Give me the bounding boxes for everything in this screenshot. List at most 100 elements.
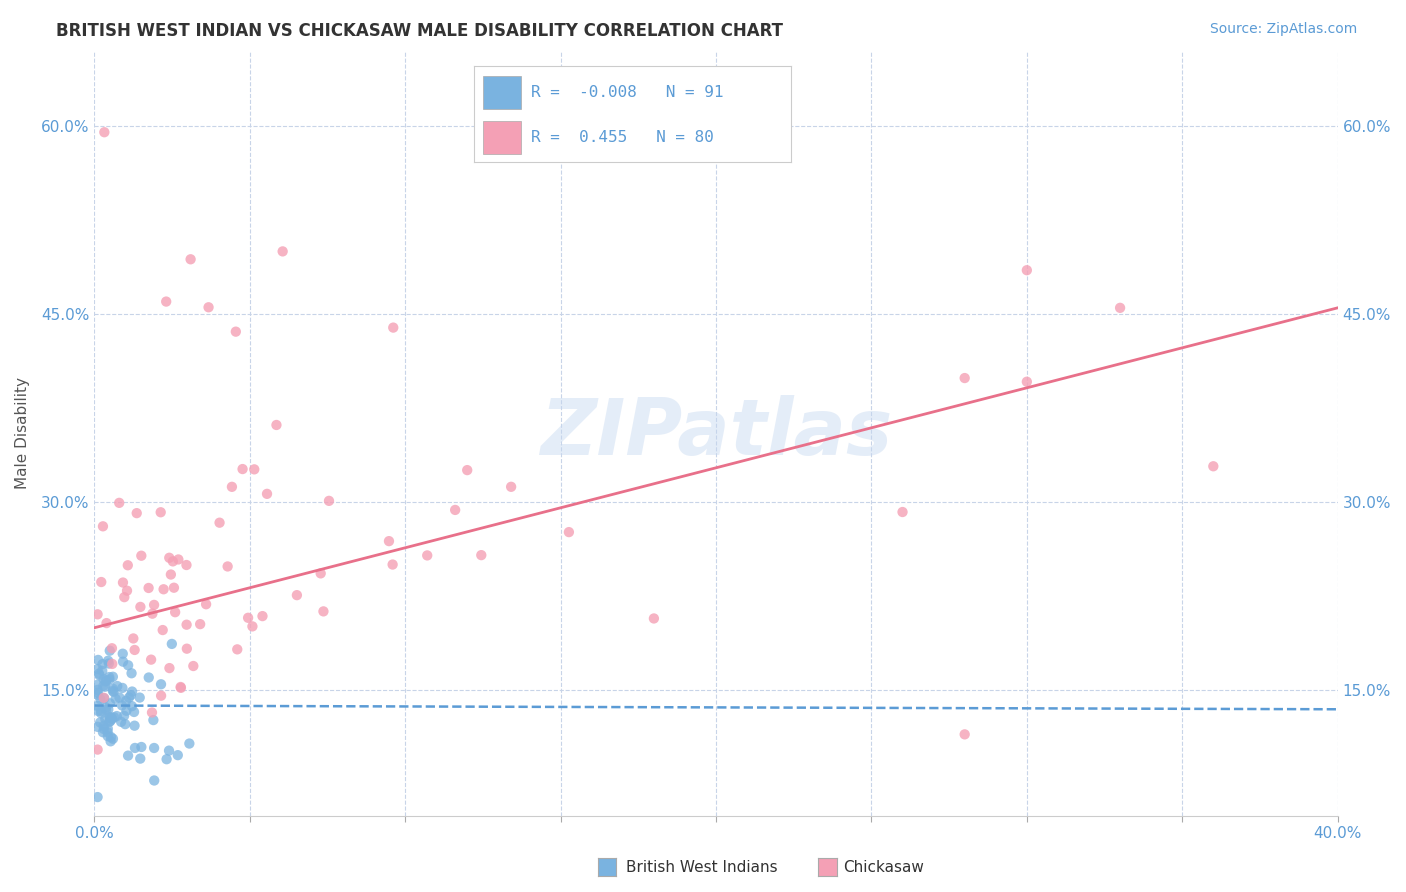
- Point: [103, 685, 125, 699]
- Point: [111, 698, 134, 713]
- Point: [93, 691, 115, 706]
- Point: [558, 525, 581, 540]
- Point: [101, 641, 124, 656]
- Point: [87, 666, 110, 681]
- Point: [416, 549, 439, 563]
- Point: [101, 670, 124, 684]
- Point: [100, 734, 122, 748]
- Point: [378, 534, 401, 549]
- Text: Source: ZipAtlas.com: Source: ZipAtlas.com: [1209, 22, 1357, 37]
- Text: BRITISH WEST INDIAN VS CHICKASAW MALE DISABILITY CORRELATION CHART: BRITISH WEST INDIAN VS CHICKASAW MALE DI…: [56, 22, 783, 40]
- Point: [141, 607, 163, 621]
- Point: [159, 661, 181, 675]
- Point: [232, 462, 254, 476]
- Point: [643, 611, 665, 625]
- Point: [143, 598, 166, 612]
- Point: [285, 588, 308, 602]
- Point: [271, 244, 294, 259]
- Point: [97, 702, 120, 716]
- Point: [87, 704, 110, 718]
- Point: [93, 125, 115, 139]
- Point: [318, 494, 340, 508]
- Point: [117, 558, 139, 573]
- Point: [152, 582, 174, 597]
- Point: [225, 325, 247, 339]
- Point: [104, 691, 127, 706]
- Point: [1015, 263, 1038, 277]
- Point: [86, 720, 108, 734]
- Point: [167, 552, 190, 566]
- Point: [188, 617, 211, 632]
- Point: [89, 668, 111, 682]
- Point: [97, 729, 120, 743]
- Point: [1109, 301, 1132, 315]
- Point: [139, 653, 162, 667]
- Point: [141, 706, 163, 720]
- Point: [117, 658, 139, 673]
- Point: [197, 300, 219, 314]
- Point: [101, 657, 124, 671]
- Point: [252, 609, 274, 624]
- Point: [89, 692, 111, 706]
- Point: [94, 674, 117, 689]
- Point: [382, 320, 405, 334]
- Point: [155, 752, 177, 766]
- Point: [101, 681, 124, 696]
- Point: [97, 657, 120, 671]
- Point: [115, 583, 138, 598]
- Point: [111, 681, 134, 695]
- Point: [444, 503, 467, 517]
- Point: [128, 690, 150, 705]
- Point: [93, 722, 115, 736]
- Point: [217, 559, 239, 574]
- Point: [226, 642, 249, 657]
- Point: [94, 680, 117, 694]
- Point: [242, 619, 264, 633]
- Point: [121, 666, 143, 681]
- Point: [98, 696, 121, 710]
- Point: [953, 371, 976, 385]
- Point: [115, 704, 138, 718]
- Point: [98, 711, 121, 725]
- Point: [122, 632, 145, 646]
- Point: [101, 684, 124, 698]
- Point: [157, 744, 180, 758]
- Point: [110, 714, 132, 729]
- Point: [90, 706, 112, 721]
- Point: [142, 713, 165, 727]
- Point: [131, 739, 153, 754]
- Point: [176, 558, 198, 572]
- Point: [101, 731, 124, 746]
- Point: [312, 604, 335, 618]
- Point: [97, 725, 120, 739]
- Point: [891, 505, 914, 519]
- Point: [176, 617, 198, 632]
- Point: [96, 673, 118, 688]
- Point: [309, 566, 332, 581]
- Point: [86, 790, 108, 805]
- Text: British West Indians: British West Indians: [626, 860, 778, 874]
- Point: [111, 647, 134, 661]
- Point: [117, 748, 139, 763]
- Point: [105, 679, 128, 693]
- Point: [152, 623, 174, 637]
- Point: [93, 719, 115, 733]
- Point: [243, 462, 266, 476]
- Point: [120, 688, 142, 702]
- Point: [157, 550, 180, 565]
- Point: [97, 654, 120, 668]
- Point: [124, 741, 146, 756]
- Point: [87, 653, 110, 667]
- Point: [122, 705, 145, 719]
- Point: [100, 711, 122, 725]
- Point: [90, 704, 112, 718]
- Point: [108, 496, 131, 510]
- Point: [118, 690, 141, 705]
- Point: [150, 677, 173, 691]
- Point: [89, 715, 111, 730]
- Point: [91, 725, 114, 739]
- Point: [165, 605, 187, 619]
- Point: [98, 714, 121, 729]
- Point: [381, 558, 404, 572]
- Point: [181, 659, 204, 673]
